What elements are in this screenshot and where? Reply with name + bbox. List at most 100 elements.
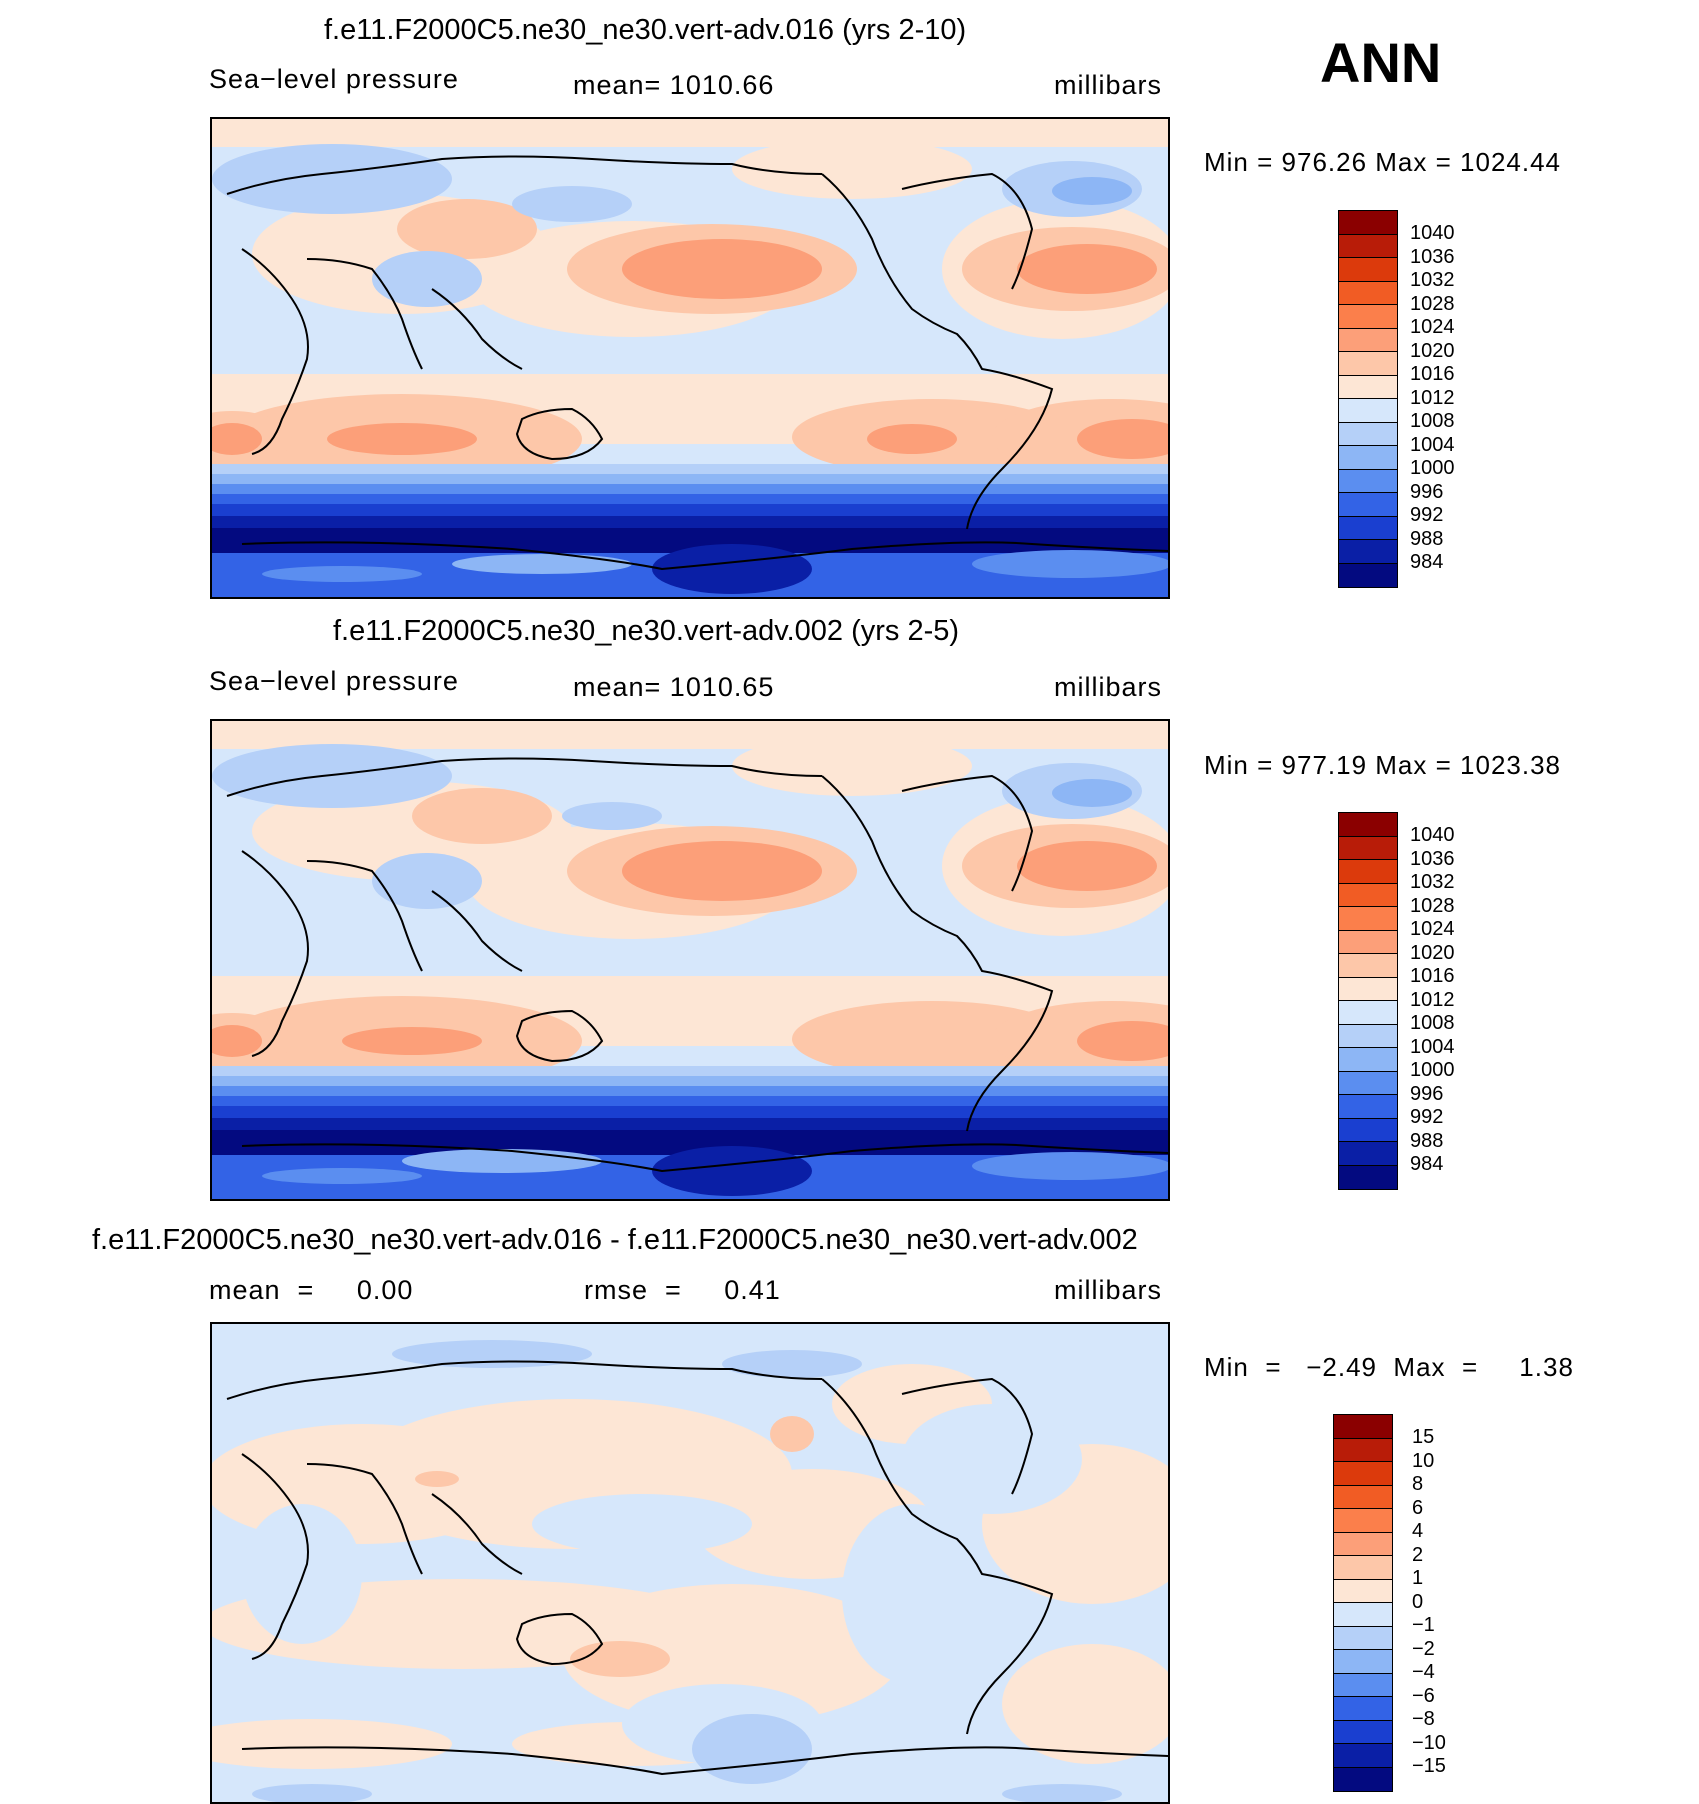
panel-3-mean: mean = 0.00 [209,1275,414,1305]
colorbar-3-swatch [1334,1720,1392,1744]
panel-3-minmax: Min = −2.49 Max = 1.38 [1204,1352,1574,1382]
panel-2-mean: mean= 1010.65 [573,672,775,702]
colorbar-label: 992 [1410,1106,1444,1128]
colorbar-2-swatch [1339,883,1397,907]
colorbar-3-swatch [1334,1415,1392,1439]
panel-2-variable-label: Sea−level pressure [209,666,459,696]
colorbar-label: 8 [1412,1473,1424,1495]
season-label: ANN [1320,31,1442,94]
colorbar-3-swatch [1334,1556,1392,1580]
panel-2-colorbar [1338,812,1398,1190]
colorbar-label: 1036 [1410,847,1455,870]
colorbar-label: 1032 [1410,269,1455,291]
colorbar-label: 988 [1410,527,1444,550]
colorbar-label: −6 [1412,1684,1435,1707]
panel-3-title: f.e11.F2000C5.ne30_ne30.vert-adv.016 - f… [92,1224,1138,1256]
colorbar-label: 1036 [1410,245,1455,268]
colorbar-3-swatch [1334,1462,1392,1486]
colorbar-label: 1004 [1410,433,1455,456]
colorbar-1-swatch [1339,328,1397,352]
colorbar-label: 1008 [1410,1012,1455,1034]
panel-2-minmax: Min = 977.19 Max = 1023.38 [1204,750,1562,780]
colorbar-label: 1012 [1410,988,1455,1011]
panel-1-units: millibars [1054,70,1163,100]
colorbar-2-swatch [1339,836,1397,860]
colorbar-1-swatch [1339,281,1397,305]
colorbar-label: 4 [1412,1520,1424,1542]
colorbar-label: 6 [1412,1496,1424,1519]
colorbar-3-swatch [1334,1485,1392,1509]
panel-2-colorbar-labels: 1040 1036 1032 1028 1024 1020 1016 1012 … [1410,824,1455,1177]
colorbar-3-swatch [1334,1650,1392,1674]
colorbar-label: 1004 [1410,1035,1455,1058]
colorbar-label: 1 [1412,1567,1424,1589]
panel-3-difference-field [212,1324,1168,1802]
colorbar-3-swatch [1334,1744,1392,1768]
colorbar-label: 1040 [1410,222,1455,244]
colorbar-label: 1028 [1410,292,1455,315]
colorbar-3-swatch [1334,1697,1392,1721]
panel-3-rmse: rmse = 0.41 [584,1275,781,1305]
colorbar-1-swatch [1339,422,1397,446]
colorbar-1-swatch [1339,563,1397,587]
colorbar-label: 988 [1410,1129,1444,1152]
colorbar-label: −2 [1412,1637,1435,1660]
colorbar-label: −15 [1412,1755,1446,1777]
panel-3-map [210,1322,1170,1804]
colorbar-2-swatch [1339,1165,1397,1189]
colorbar-label: 1000 [1410,1059,1455,1081]
panel-2-units: millibars [1054,672,1163,702]
colorbar-2-swatch [1339,1048,1397,1072]
panel-2-title: f.e11.F2000C5.ne30_ne30.vert-adv.002 (yr… [333,615,960,647]
panel-1-colorbar-labels: 1040 1036 1032 1028 1024 1020 1016 1012 … [1410,222,1455,575]
colorbar-2-swatch [1339,1118,1397,1142]
colorbar-3-swatch [1334,1767,1392,1791]
colorbar-2-swatch [1339,930,1397,954]
colorbar-label: 1028 [1410,894,1455,917]
panel-1-variable-label: Sea−level pressure [209,64,459,94]
colorbar-2-swatch [1339,1071,1397,1095]
colorbar-label: 1016 [1410,965,1455,987]
colorbar-1-swatch [1339,399,1397,423]
colorbar-label: 10 [1412,1449,1435,1472]
colorbar-label: 1000 [1410,457,1455,479]
colorbar-1-swatch [1339,446,1397,470]
colorbar-label: 1008 [1410,410,1455,432]
colorbar-label: 1024 [1410,316,1455,338]
colorbar-2-swatch [1339,977,1397,1001]
colorbar-label: 2 [1412,1543,1424,1566]
colorbar-label: 996 [1410,1082,1444,1105]
panel-2-map [210,719,1170,1201]
panel-3-colorbar [1333,1414,1393,1792]
colorbar-2-swatch [1339,907,1397,931]
colorbar-label: 1012 [1410,386,1455,409]
colorbar-label: 1020 [1410,339,1455,362]
colorbar-2-swatch [1339,1024,1397,1048]
colorbar-3-swatch [1334,1509,1392,1533]
colorbar-3-swatch [1334,1579,1392,1603]
colorbar-1-swatch [1339,211,1397,235]
colorbar-label: −10 [1412,1731,1446,1754]
panel-1-minmax: Min = 976.26 Max = 1024.44 [1204,147,1562,177]
panel-2-slp-field [212,721,1168,1199]
panel-1-slp-field [212,119,1168,597]
colorbar-label: 1020 [1410,941,1455,964]
colorbar-2-swatch [1339,954,1397,978]
colorbar-label: 1024 [1410,918,1455,940]
colorbar-1-swatch [1339,234,1397,258]
colorbar-label: 992 [1410,504,1444,526]
colorbar-2-swatch [1339,1142,1397,1166]
colorbar-label: 996 [1410,480,1444,503]
colorbar-1-swatch [1339,375,1397,399]
panel-3-units: millibars [1054,1275,1163,1305]
colorbar-label: 1040 [1410,824,1455,846]
panel-1-colorbar [1338,210,1398,588]
colorbar-2-swatch [1339,1001,1397,1025]
colorbar-label: 984 [1410,1153,1444,1175]
colorbar-1-swatch [1339,305,1397,329]
panel-3-colorbar-labels: 15 10 8 6 4 2 1 0 −1 −2 −4 −6 −8 −10 −15 [1412,1426,1446,1779]
colorbar-1-swatch [1339,493,1397,517]
colorbar-1-swatch [1339,352,1397,376]
panel-1-title: f.e11.F2000C5.ne30_ne30.vert-adv.016 (yr… [324,14,967,46]
panel-1-mean: mean= 1010.66 [573,70,775,100]
